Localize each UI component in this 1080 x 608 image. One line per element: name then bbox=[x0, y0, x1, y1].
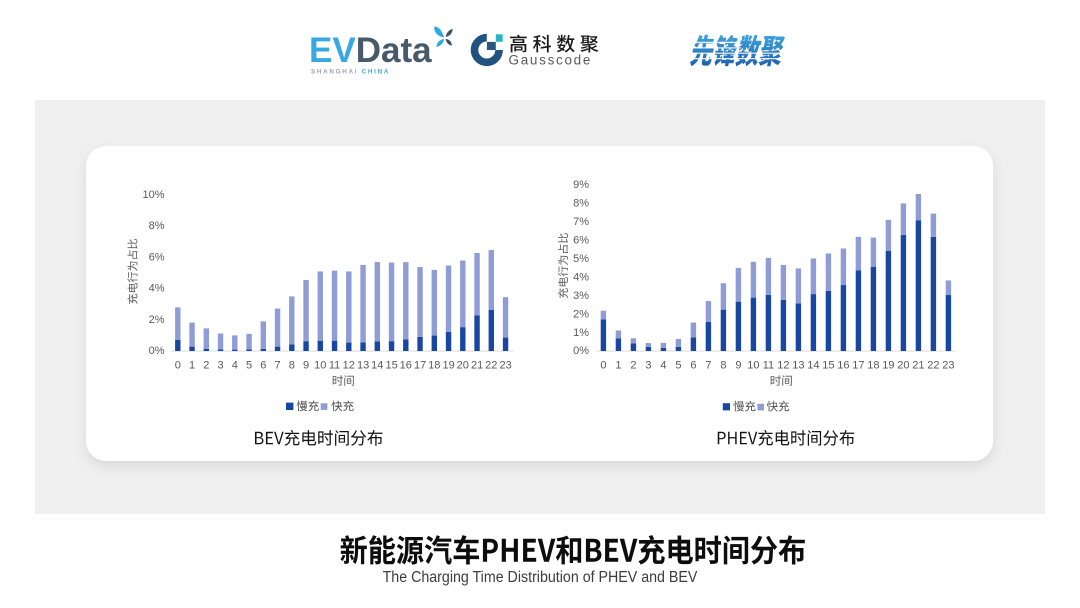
svg-text:0: 0 bbox=[175, 360, 181, 372]
svg-text:11: 11 bbox=[763, 360, 774, 372]
svg-text:14: 14 bbox=[371, 360, 383, 372]
svg-text:3%: 3% bbox=[573, 290, 589, 302]
svg-text:8%: 8% bbox=[149, 220, 165, 232]
svg-text:SHANGHAI CHINA: SHANGHAI CHINA bbox=[311, 69, 390, 76]
svg-text:16: 16 bbox=[400, 360, 412, 372]
svg-text:13: 13 bbox=[792, 360, 804, 372]
svg-text:22: 22 bbox=[485, 360, 497, 372]
svg-text:4: 4 bbox=[660, 360, 666, 372]
svg-text:17: 17 bbox=[852, 360, 864, 372]
svg-text:19: 19 bbox=[882, 360, 894, 372]
svg-text:21: 21 bbox=[912, 360, 924, 372]
svg-text:4: 4 bbox=[232, 360, 238, 372]
svg-text:5: 5 bbox=[246, 360, 252, 372]
svg-text:6: 6 bbox=[260, 360, 266, 372]
svg-text:6%: 6% bbox=[573, 234, 589, 246]
svg-text:10%: 10% bbox=[142, 189, 164, 201]
svg-text:14: 14 bbox=[807, 360, 819, 372]
svg-text:4%: 4% bbox=[573, 271, 589, 283]
svg-text:Gausscode: Gausscode bbox=[509, 53, 593, 68]
svg-text:12: 12 bbox=[343, 360, 355, 372]
svg-text:0%: 0% bbox=[573, 345, 589, 357]
svg-text:The Charging Time Distribution: The Charging Time Distribution of PHEV a… bbox=[383, 569, 698, 586]
svg-text:15: 15 bbox=[822, 360, 834, 372]
svg-text:13: 13 bbox=[357, 360, 369, 372]
svg-text:10: 10 bbox=[747, 360, 759, 372]
svg-text:18: 18 bbox=[428, 360, 440, 372]
svg-text:9: 9 bbox=[303, 360, 309, 372]
svg-text:9%: 9% bbox=[573, 179, 589, 191]
svg-text:2%: 2% bbox=[149, 314, 165, 326]
svg-text:5: 5 bbox=[675, 360, 681, 372]
svg-text:15: 15 bbox=[385, 360, 397, 372]
svg-text:1: 1 bbox=[615, 360, 621, 372]
svg-text:EVData: EVData bbox=[309, 31, 432, 70]
svg-text:11: 11 bbox=[329, 360, 340, 372]
svg-text:6%: 6% bbox=[149, 252, 165, 264]
svg-text:22: 22 bbox=[927, 360, 939, 372]
svg-text:1: 1 bbox=[189, 360, 195, 372]
svg-text:5%: 5% bbox=[573, 253, 589, 265]
svg-text:3: 3 bbox=[645, 360, 651, 372]
svg-text:8: 8 bbox=[289, 360, 295, 372]
svg-text:8: 8 bbox=[720, 360, 726, 372]
svg-text:1%: 1% bbox=[573, 327, 589, 339]
svg-text:10: 10 bbox=[314, 360, 326, 372]
svg-text:21: 21 bbox=[471, 360, 483, 372]
svg-text:17: 17 bbox=[414, 360, 426, 372]
svg-text:7%: 7% bbox=[573, 216, 589, 228]
svg-text:20: 20 bbox=[897, 360, 909, 372]
svg-text:4%: 4% bbox=[149, 283, 165, 295]
svg-text:8%: 8% bbox=[573, 198, 589, 210]
svg-text:7: 7 bbox=[275, 360, 281, 372]
svg-text:20: 20 bbox=[457, 360, 469, 372]
svg-text:0: 0 bbox=[600, 360, 606, 372]
svg-text:9: 9 bbox=[735, 360, 741, 372]
svg-text:12: 12 bbox=[777, 360, 789, 372]
svg-text:3: 3 bbox=[218, 360, 224, 372]
svg-text:0%: 0% bbox=[149, 345, 165, 357]
svg-text:23: 23 bbox=[942, 360, 954, 372]
svg-text:2: 2 bbox=[203, 360, 209, 372]
svg-text:23: 23 bbox=[499, 360, 511, 372]
svg-text:16: 16 bbox=[837, 360, 849, 372]
svg-text:2: 2 bbox=[630, 360, 636, 372]
svg-text:19: 19 bbox=[442, 360, 454, 372]
svg-text:7: 7 bbox=[705, 360, 711, 372]
svg-text:6: 6 bbox=[690, 360, 696, 372]
svg-text:2%: 2% bbox=[573, 308, 589, 320]
svg-text:18: 18 bbox=[867, 360, 879, 372]
